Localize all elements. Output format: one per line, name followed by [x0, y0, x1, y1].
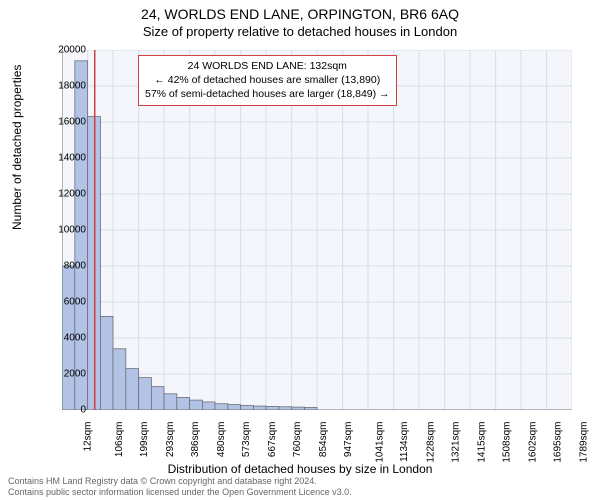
footer-line1: Contains HM Land Registry data © Crown c…	[8, 476, 352, 487]
annotation-line3: 57% of semi-detached houses are larger (…	[145, 87, 390, 101]
x-tick: 1789sqm	[578, 422, 589, 463]
annotation-line1: 24 WORLDS END LANE: 132sqm	[145, 59, 390, 73]
y-tick: 18000	[46, 81, 86, 92]
y-tick: 8000	[46, 261, 86, 272]
x-tick: 1695sqm	[553, 422, 564, 463]
x-tick: 947sqm	[343, 422, 354, 458]
chart-subtitle: Size of property relative to detached ho…	[0, 22, 600, 39]
y-tick: 4000	[46, 333, 86, 344]
footer-attribution: Contains HM Land Registry data © Crown c…	[8, 476, 352, 498]
y-tick: 6000	[46, 297, 86, 308]
x-tick: 1321sqm	[451, 422, 462, 463]
x-tick: 667sqm	[267, 422, 278, 458]
x-tick: 106sqm	[114, 422, 125, 458]
x-tick: 1041sqm	[374, 422, 385, 463]
x-tick: 1415sqm	[476, 422, 487, 463]
y-tick: 16000	[46, 117, 86, 128]
y-tick: 20000	[46, 45, 86, 56]
property-annotation: 24 WORLDS END LANE: 132sqm ← 42% of deta…	[138, 55, 397, 106]
y-tick: 12000	[46, 189, 86, 200]
annotation-line2: ← 42% of detached houses are smaller (13…	[145, 73, 390, 87]
x-tick: 12sqm	[83, 422, 94, 452]
y-tick: 2000	[46, 369, 86, 380]
y-tick: 14000	[46, 153, 86, 164]
x-tick: 1134sqm	[399, 422, 410, 462]
x-tick: 1508sqm	[502, 422, 513, 463]
x-tick: 199sqm	[139, 422, 150, 458]
footer-line2: Contains public sector information licen…	[8, 487, 352, 498]
x-tick: 386sqm	[190, 422, 201, 458]
x-tick: 293sqm	[165, 422, 176, 458]
y-tick: 0	[46, 405, 86, 416]
x-tick: 573sqm	[241, 422, 252, 458]
x-tick: 1228sqm	[425, 422, 436, 463]
x-tick: 1602sqm	[527, 422, 538, 463]
x-tick: 480sqm	[216, 422, 227, 458]
y-tick: 10000	[46, 225, 86, 236]
x-tick: 760sqm	[292, 422, 303, 458]
x-axis-label: Distribution of detached houses by size …	[0, 462, 600, 476]
x-tick: 854sqm	[318, 422, 329, 458]
chart-title: 24, WORLDS END LANE, ORPINGTON, BR6 6AQ	[0, 0, 600, 22]
y-axis-label: Number of detached properties	[10, 65, 24, 230]
